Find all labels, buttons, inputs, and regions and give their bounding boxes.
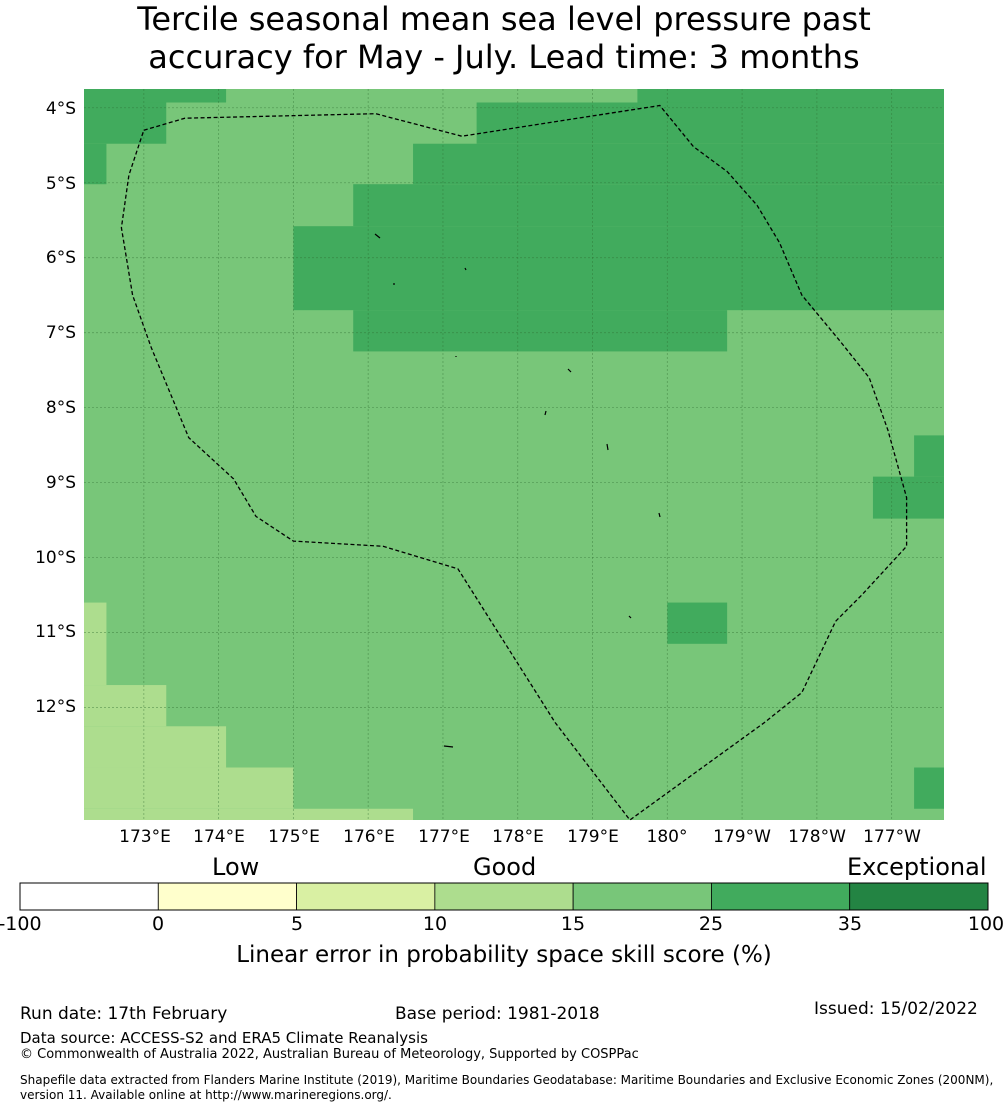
lat-label: 5°S [45,174,76,194]
skill-cell [84,808,414,820]
lon-label: 179°W [713,827,771,847]
lon-label: 176°E [343,827,395,847]
data-source: Data source: ACCESS-S2 and ERA5 Climate … [20,1029,428,1047]
island-outline [658,512,661,518]
colorbar-tick: 35 [837,913,863,935]
colorbar-segment [157,882,297,911]
skill-cell [84,767,294,809]
colorbar-segment [296,882,436,911]
run-date: Run date: 17th February [20,1004,228,1024]
island-outline [567,368,572,373]
colorbar-segment [711,882,851,911]
skill-cell [914,435,944,477]
lon-label: 174°E [193,827,245,847]
skill-cell [84,89,227,103]
skill-cell [413,143,945,185]
title-line-1: Tercile seasonal mean sea level pressure… [137,0,871,38]
lon-label: 179°E [567,827,619,847]
lat-label: 6°S [45,248,76,268]
colorbar-segment [849,882,989,911]
colorbar-tick: 0 [151,913,165,935]
base-period: Base period: 1981-2018 [395,1004,600,1024]
island-outline [628,615,632,619]
lat-label: 4°S [45,99,76,119]
skill-cell [353,310,728,352]
island-outline [544,410,547,416]
skill-cell [872,476,944,519]
skill-cell [84,685,167,727]
colorbar-tick: 10 [422,913,448,935]
title-line-2: accuracy for May - July. Lead time: 3 mo… [148,38,860,76]
skill-cell [667,602,728,644]
chart-title: Tercile seasonal mean sea level pressure… [0,0,1008,76]
copyright: © Commonwealth of Australia 2022, Austra… [20,1047,639,1062]
island-outline [374,233,381,239]
lon-label: 177°W [863,827,921,847]
lat-label: 12°S [35,697,76,717]
colorbar-tick: -100 [0,913,42,935]
lat-label: 10°S [35,548,76,568]
colorbar-segment [19,882,159,911]
lon-label: 173°E [119,827,171,847]
island-outline [606,443,609,451]
skill-cell [476,102,944,144]
skill-cell [353,184,944,227]
lat-label: 7°S [45,323,76,343]
lon-label: 175°E [268,827,320,847]
skill-cell [84,143,107,185]
colorbar-title: Linear error in probability space skill … [236,942,772,968]
lon-label: 178°W [788,827,846,847]
lat-label: 9°S [45,473,76,493]
lon-label: 177°E [418,827,470,847]
lat-label: 11°S [35,622,76,642]
shapefile-credit-line-1: Shapefile data extracted from Flanders M… [20,1073,994,1087]
issued-date: Issued: 15/02/2022 [814,999,978,1019]
skill-cell [637,89,944,103]
lon-label: 180° [646,827,688,847]
category-label-good: Good [473,853,537,881]
colorbar-tick: 15 [560,913,586,935]
island-outline [443,745,454,748]
island-outline [464,267,467,271]
category-label-low: Low [212,853,260,881]
skill-cell [914,767,944,809]
colorbar-segment [572,882,712,911]
colorbar-tick: 5 [290,913,304,935]
skill-cell [84,602,107,686]
skill-cell [84,102,167,144]
lat-label: 8°S [45,398,76,418]
colorbar-segment [434,882,574,911]
skill-cell [84,726,227,768]
skill-cell [293,226,944,311]
shapefile-credit-line-2: version 11. Available online at http://w… [20,1088,392,1102]
colorbar-tick: 100 [967,913,1005,935]
colorbar-frame [19,882,989,911]
colorbar-tick: 25 [698,913,724,935]
lon-label: 178°E [492,827,544,847]
category-label-exceptional: Exceptional [847,853,987,881]
